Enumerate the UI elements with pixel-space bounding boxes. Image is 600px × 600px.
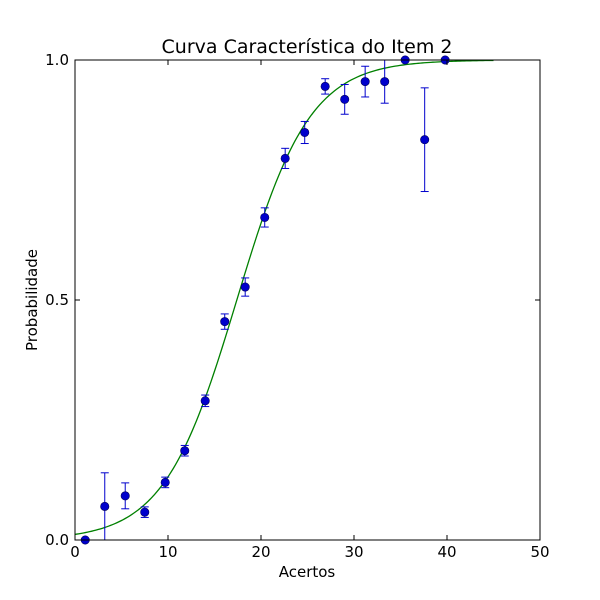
y-tick-label: 0.0	[45, 531, 69, 549]
data-point	[420, 135, 430, 145]
data-point	[360, 77, 370, 87]
x-axis-label: Acertos	[279, 563, 336, 581]
data-point	[300, 127, 310, 137]
data-point	[380, 77, 390, 87]
x-tick-label: 0	[70, 543, 80, 561]
x-tick-label: 30	[344, 543, 363, 561]
y-axis-label: Probabilidade	[23, 249, 41, 351]
data-point	[280, 153, 290, 163]
data-point	[120, 491, 130, 501]
y-tick-label: 1.0	[45, 51, 69, 69]
plot-area: 0 10 20 30 40 50 0.0 0.5 1.0	[45, 51, 549, 561]
data-point	[220, 317, 230, 327]
data-point	[180, 446, 190, 456]
data-point	[100, 501, 110, 511]
data-point	[240, 282, 250, 292]
x-tick-label: 40	[437, 543, 456, 561]
data-point	[160, 477, 170, 487]
data-point	[260, 212, 270, 222]
chart-title: Curva Característica do Item 2	[162, 36, 453, 58]
tick-layer: 0 10 20 30 40 50 0.0 0.5 1.0	[45, 51, 549, 561]
data-point	[320, 81, 330, 91]
y-tick-label: 0.5	[45, 291, 69, 309]
x-tick-label: 20	[251, 543, 270, 561]
data-point	[140, 507, 150, 517]
x-tick-label: 50	[530, 543, 549, 561]
data-point	[340, 94, 350, 104]
data-point	[200, 396, 210, 406]
x-tick-label: 10	[158, 543, 177, 561]
